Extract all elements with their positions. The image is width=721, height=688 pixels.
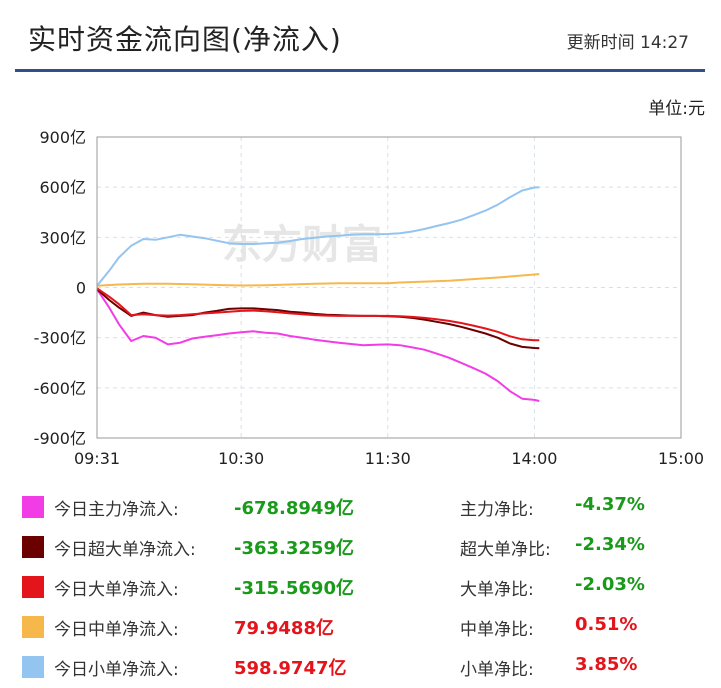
plot-frame (96, 136, 682, 439)
legend-label: 今日中单净流入: (54, 620, 179, 640)
ratio-value: -2.03% (575, 574, 645, 595)
legend-row-main: 今日主力净流入: -678.8949亿 主力净比: -4.37% (22, 488, 702, 524)
legend-row-medium: 今日中单净流入: 79.9488亿 中单净比: 0.51% (22, 608, 702, 644)
y-tick-label: 0 (76, 279, 86, 298)
y-tick-label: -900亿 (34, 429, 86, 448)
legend-label: 今日大单净流入: (54, 580, 179, 600)
y-tick-label: 600亿 (39, 178, 86, 197)
update-time: 更新时间 14:27 (567, 28, 689, 53)
y-tick-label: -600亿 (34, 379, 86, 398)
legend-label: 今日小单净流入: (54, 660, 179, 680)
unit-label: 单位:元 (648, 99, 705, 119)
series-lines (96, 186, 540, 402)
series-line-3 (96, 273, 540, 287)
ratio-label: 超大单净比: (460, 540, 551, 560)
legend-swatch (22, 576, 44, 598)
x-axis-ticks: 09:31 10:30 11:30 14:00 15:00 (74, 449, 704, 468)
update-time-label: 更新时间 (566, 33, 635, 53)
legend-value: 79.9488亿 (234, 618, 334, 639)
legend-value: -315.5690亿 (234, 578, 354, 599)
ratio-value: -2.34% (575, 534, 645, 555)
x-tick-label: 11:30 (365, 449, 411, 468)
legend-row-large: 今日大单净流入: -315.5690亿 大单净比: -2.03% (22, 568, 702, 604)
series-line-2 (96, 287, 540, 342)
legend-row-super-large: 今日超大单净流入: -363.3259亿 超大单净比: -2.34% (22, 528, 702, 564)
update-time-value: 14:27 (640, 33, 689, 53)
x-tick-label: 10:30 (218, 449, 264, 468)
ratio-value: 0.51% (575, 614, 638, 635)
ratio-label: 大单净比: (460, 580, 534, 600)
series-line-0 (96, 288, 540, 402)
x-tick-label: 15:00 (658, 449, 704, 468)
legend-swatch (22, 496, 44, 518)
y-tick-label: 900亿 (39, 128, 86, 147)
y-axis-ticks: 900亿 600亿 300亿 0 -300亿 -600亿 -900亿 (34, 128, 86, 448)
legend-value: 598.9747亿 (234, 658, 347, 679)
y-tick-label: -300亿 (34, 329, 86, 348)
chart-grid (97, 137, 681, 438)
legend-value: -363.3259亿 (234, 538, 354, 559)
ratio-value: 3.85% (575, 654, 638, 675)
legend-label: 今日超大单净流入: (54, 540, 196, 560)
ratio-value: -4.37% (575, 494, 645, 515)
x-tick-label: 14:00 (511, 449, 557, 468)
header-divider (15, 69, 705, 72)
series-line-4 (96, 186, 540, 287)
y-tick-label: 300亿 (39, 228, 86, 247)
legend-value: -678.8949亿 (234, 498, 354, 519)
ratio-label: 小单净比: (460, 660, 534, 680)
ratio-label: 主力净比: (460, 500, 534, 520)
legend-label: 今日主力净流入: (54, 500, 179, 520)
legend-swatch (22, 656, 44, 678)
x-tick-label: 09:31 (74, 449, 120, 468)
legend-row-small: 今日小单净流入: 598.9747亿 小单净比: 3.85% (22, 648, 702, 684)
page-title: 实时资金流向图(净流入) (28, 23, 342, 56)
legend-swatch (22, 536, 44, 558)
ratio-label: 中单净比: (460, 620, 534, 640)
legend-swatch (22, 616, 44, 638)
